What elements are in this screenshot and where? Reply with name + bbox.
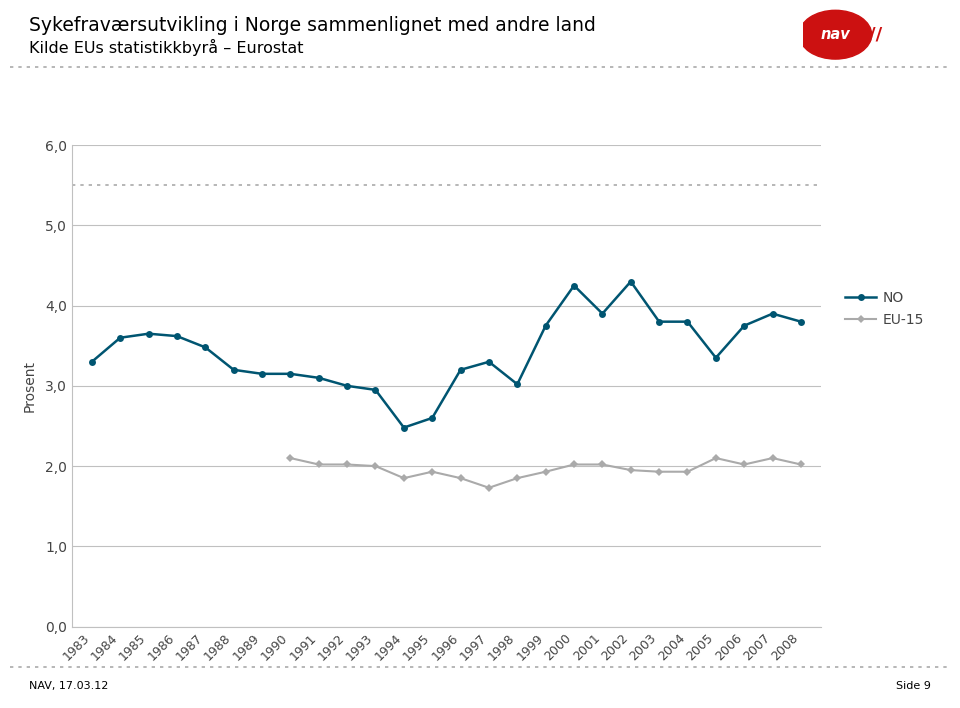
Text: Side 9: Side 9 bbox=[897, 681, 931, 691]
Text: Sykefraværsutvikling i Norge sammenlignet med andre land: Sykefraværsutvikling i Norge sammenligne… bbox=[29, 16, 595, 35]
Text: NAV, 17.03.12: NAV, 17.03.12 bbox=[29, 681, 108, 691]
Text: nav: nav bbox=[821, 27, 851, 42]
Text: //: // bbox=[870, 25, 882, 44]
Legend: NO, EU-15: NO, EU-15 bbox=[840, 285, 930, 333]
Y-axis label: Prosent: Prosent bbox=[23, 360, 36, 412]
Text: Kilde EUs statistikkbyrå – Eurostat: Kilde EUs statistikkbyrå – Eurostat bbox=[29, 39, 303, 56]
Circle shape bbox=[799, 11, 872, 59]
